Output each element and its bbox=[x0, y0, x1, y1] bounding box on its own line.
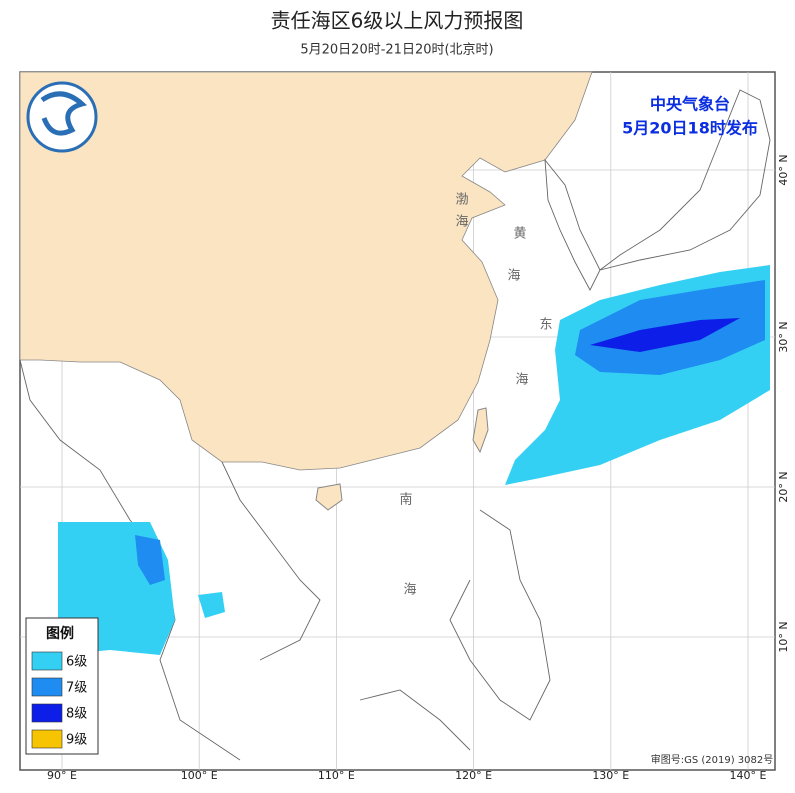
logo-mark bbox=[40, 91, 88, 136]
longitude-label: 120° E bbox=[455, 769, 492, 782]
wind-areas bbox=[58, 265, 770, 655]
sea-label: 渤 bbox=[455, 192, 468, 208]
sea-label: 黄 bbox=[513, 227, 526, 242]
legend-swatch bbox=[31, 651, 63, 671]
legend-title: 图例 bbox=[46, 625, 74, 642]
land-taiwan bbox=[472, 407, 489, 454]
longitude-label: 140° E bbox=[730, 769, 767, 782]
latitude-label: 20° N bbox=[777, 471, 790, 502]
longitude-label: 110° E bbox=[318, 769, 355, 782]
latitude-label: 40° N bbox=[777, 154, 790, 185]
land-china bbox=[19, 71, 593, 471]
sea-label: 海 bbox=[403, 583, 416, 598]
sea-label: 海 bbox=[507, 269, 520, 284]
wind-area-6 bbox=[198, 592, 225, 618]
legend-swatch bbox=[31, 729, 63, 749]
axis-labels: 90° E 100° E 110° E 120° E 130° E 140° E 10° N… bbox=[47, 154, 790, 782]
subtitle: 5月20日20时-21日20时(北京时) bbox=[300, 43, 493, 58]
publisher: 中央气象台 bbox=[650, 95, 730, 114]
legend-label: 7级 bbox=[66, 681, 87, 696]
approval: 审图号:GS (2019) 3082号 bbox=[651, 753, 774, 766]
land-hainan bbox=[315, 483, 343, 511]
latitude-label: 10° N bbox=[777, 621, 790, 652]
legend-label: 8级 bbox=[66, 707, 87, 722]
title: 责任海区6级以上风力预报图 bbox=[271, 9, 524, 33]
legend: 图例 6级 7级 8级 9级 bbox=[25, 617, 99, 755]
legend-label: 6级 bbox=[66, 655, 87, 670]
legend-swatch bbox=[31, 677, 63, 697]
sea-label: 海 bbox=[455, 215, 468, 230]
longitude-label: 130° E bbox=[592, 769, 629, 782]
issue-time: 5月20日18时发布 bbox=[622, 119, 758, 138]
latitude-label: 30° N bbox=[777, 321, 790, 352]
sea-label: 海 bbox=[515, 373, 528, 388]
wind-area-7 bbox=[135, 535, 165, 585]
longitude-label: 90° E bbox=[47, 769, 77, 782]
legend-swatch bbox=[31, 703, 63, 723]
legend-label: 9级 bbox=[66, 733, 87, 748]
sea-label: 南 bbox=[399, 492, 412, 508]
sea-label: 东 bbox=[539, 318, 552, 333]
wind-area-8 bbox=[590, 318, 740, 352]
longitude-label: 100° E bbox=[181, 769, 218, 782]
